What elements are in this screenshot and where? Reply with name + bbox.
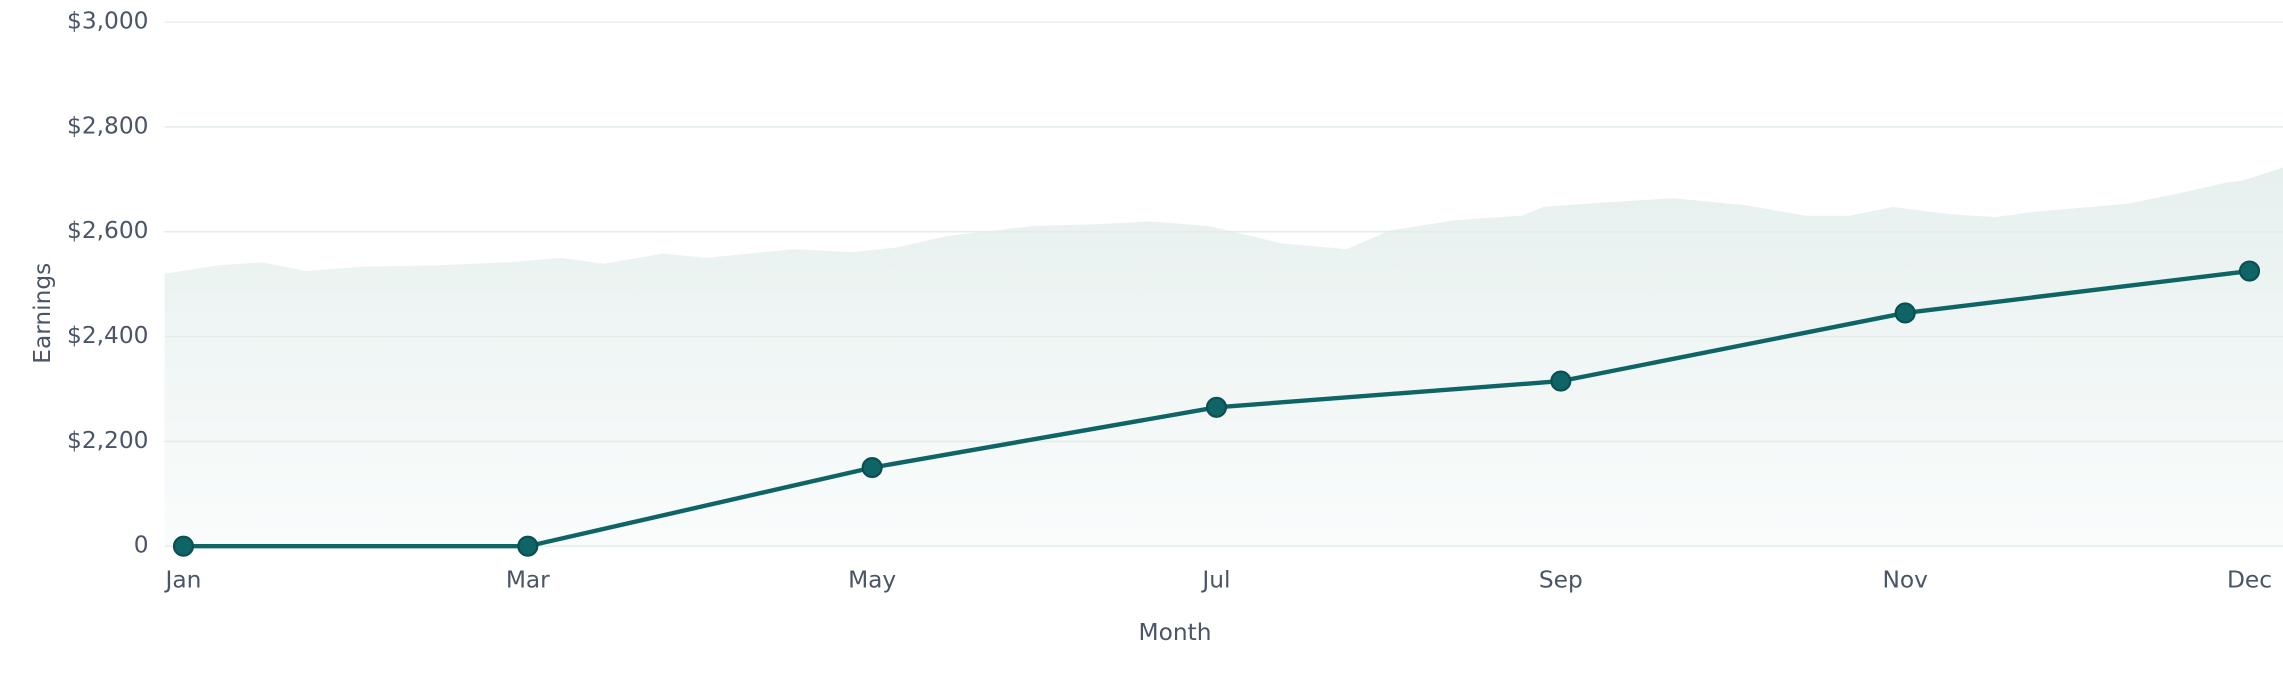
- y-axis-title: Earnings: [29, 263, 56, 364]
- point: [1205, 396, 1228, 418]
- point: [2238, 260, 2261, 282]
- y-tick-label: $3,000: [67, 8, 148, 35]
- y-tick-label: $2,600: [67, 217, 148, 244]
- point: [172, 535, 195, 557]
- y-tick-label: $2,400: [67, 322, 148, 349]
- x-tick-label: Dec: [2227, 567, 2272, 594]
- point: [517, 535, 539, 557]
- x-tick-label: Sep: [1539, 567, 1583, 594]
- x-tick-label: Jan: [164, 567, 202, 594]
- y-tick-label: 0: [134, 532, 149, 559]
- x-tick-label: Mar: [506, 567, 550, 594]
- x-tick-label: Nov: [1882, 567, 1928, 594]
- x-tick-label: May: [848, 567, 896, 594]
- y-tick-label: $2,800: [67, 112, 148, 139]
- background-area: [164, 167, 2283, 547]
- y-tick-label: $2,200: [67, 427, 148, 454]
- point: [1550, 370, 1572, 392]
- x-axis-title: Month: [1138, 619, 1211, 646]
- x-tick-label: Jul: [1200, 567, 1230, 594]
- point: [861, 457, 883, 479]
- point: [1894, 302, 1916, 324]
